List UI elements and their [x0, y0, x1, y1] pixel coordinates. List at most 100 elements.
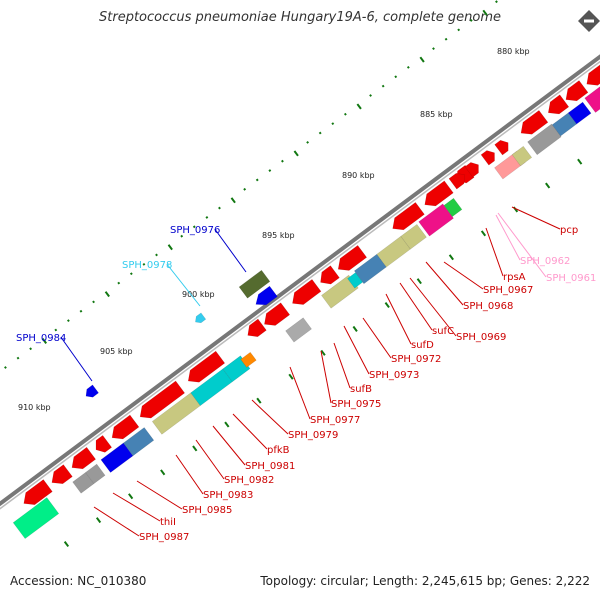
gene-label-layer[interactable]: SPH_0976 SPH_0978 SPH_0984 pcp SPH_0962 SPH_0… [16, 225, 596, 543]
functional-feature[interactable] [240, 351, 257, 368]
functional-feature[interactable] [12, 497, 60, 540]
gene-shape[interactable] [100, 442, 134, 473]
gene-shape[interactable] [244, 318, 267, 341]
cds-gene[interactable] [19, 479, 53, 510]
gene-shape[interactable] [316, 265, 340, 289]
cds-gene[interactable] [448, 170, 469, 190]
functional-feature[interactable] [321, 274, 359, 309]
gene-shape[interactable] [67, 446, 96, 473]
cds-gene[interactable] [480, 148, 498, 166]
functional-feature[interactable] [567, 101, 592, 125]
gene-shape[interactable] [480, 148, 498, 166]
cds-gene[interactable] [288, 279, 322, 309]
functional-feature[interactable] [551, 112, 577, 137]
cds-gene[interactable] [108, 414, 140, 444]
gene-shape[interactable] [19, 479, 53, 510]
gene-shape[interactable] [494, 137, 512, 156]
gene-shape[interactable] [91, 434, 113, 455]
gene-shape[interactable] [420, 180, 454, 211]
gene-shape[interactable] [561, 80, 589, 105]
gene-shape[interactable] [123, 427, 155, 457]
gene-label-sph_0967[interactable]: SPH_0967 [483, 285, 533, 296]
functional-feature[interactable] [418, 203, 454, 237]
gene-label-sph_0981[interactable]: SPH_0981 [245, 461, 295, 472]
gene-label-rpsa[interactable]: rpsA [503, 272, 526, 283]
cds-gene[interactable] [464, 160, 482, 178]
functional-feature[interactable] [511, 145, 533, 167]
gene-shape[interactable] [354, 253, 387, 285]
gene-shape[interactable] [136, 380, 186, 423]
gene-shape[interactable] [288, 279, 322, 309]
cds-gene[interactable] [316, 265, 340, 289]
gene-label-sph_0978[interactable]: SPH_0978 [122, 260, 172, 271]
gene-shape[interactable] [464, 160, 482, 178]
functional-feature[interactable] [347, 272, 364, 289]
zoom-out-icon[interactable] [578, 10, 600, 32]
functional-feature[interactable] [443, 197, 463, 217]
cds-gene[interactable] [494, 137, 512, 156]
gene-shape[interactable] [418, 203, 454, 237]
functional-feature[interactable] [123, 427, 155, 457]
gene-shape[interactable] [388, 201, 425, 234]
cds-gene[interactable] [67, 446, 96, 473]
functional-feature[interactable] [85, 463, 106, 485]
gene-label-sph_0983[interactable]: SPH_0983 [203, 490, 253, 501]
cds-gene[interactable] [136, 380, 186, 423]
gene-shape[interactable] [321, 274, 359, 309]
gene-shape[interactable] [252, 285, 278, 310]
gene-label-sph_0984[interactable]: SPH_0984 [16, 333, 66, 344]
gene-label-sph_0979[interactable]: SPH_0979 [288, 430, 338, 441]
gene-shape[interactable] [193, 312, 207, 325]
gene-label-pfkb[interactable]: pfkB [267, 445, 290, 456]
gene-shape[interactable] [544, 94, 570, 119]
cds-gene[interactable] [334, 244, 368, 275]
functional-feature[interactable] [72, 472, 95, 494]
gene-label-sph_0977[interactable]: SPH_0977 [310, 415, 360, 426]
gene-label-sufb[interactable]: sufB [350, 384, 372, 395]
gene-shape[interactable] [238, 269, 271, 299]
gene-shape[interactable] [443, 197, 463, 217]
gene-shape[interactable] [285, 317, 312, 343]
gene-label-sph_0987[interactable]: SPH_0987 [139, 532, 189, 543]
cds-gene[interactable] [388, 201, 425, 234]
cds-gene[interactable] [244, 318, 267, 341]
gene-label-sph_0973[interactable]: SPH_0973 [369, 370, 419, 381]
cds-gene[interactable] [47, 464, 73, 489]
cds-gene[interactable] [420, 180, 454, 211]
gene-shape[interactable] [72, 472, 95, 494]
gene-shape[interactable] [184, 350, 226, 387]
functional-feature[interactable] [400, 223, 427, 250]
gene-shape[interactable] [347, 272, 364, 289]
gene-shape[interactable] [83, 384, 99, 400]
gene-label-pcp[interactable]: pcp [560, 225, 578, 236]
gene-label-sph_0961[interactable]: SPH_0961 [546, 273, 596, 284]
gene-shape[interactable] [240, 351, 257, 368]
gene-label-sph_0968[interactable]: SPH_0968 [463, 301, 513, 312]
gene-feature-olive[interactable] [238, 269, 271, 299]
gene-shape[interactable] [85, 463, 106, 485]
gene-feature-lightblue[interactable] [193, 312, 207, 325]
gene-label-sufc[interactable]: sufC [432, 326, 454, 337]
functional-feature[interactable] [584, 73, 600, 113]
gene-shape[interactable] [527, 123, 562, 156]
gene-shape[interactable] [567, 101, 592, 125]
gene-label-sph_0969[interactable]: SPH_0969 [456, 332, 506, 343]
gene-feature-grey[interactable] [285, 317, 312, 343]
gene-label-thii[interactable]: thiI [160, 517, 176, 528]
gene-shape[interactable] [582, 59, 600, 90]
functional-feature[interactable] [527, 123, 562, 156]
gene-label-sph_0972[interactable]: SPH_0972 [391, 354, 441, 365]
gene-shape[interactable] [584, 73, 600, 113]
functional-feature[interactable] [100, 442, 134, 473]
gene-shape[interactable] [400, 223, 427, 250]
gene-shape[interactable] [260, 302, 291, 331]
gene-feature-blue[interactable] [252, 285, 278, 310]
gene-feature-blue[interactable] [83, 384, 99, 400]
gene-shape[interactable] [517, 109, 549, 139]
cds-gene[interactable] [91, 434, 113, 455]
gene-label-sufd[interactable]: sufD [411, 340, 434, 351]
cds-gene[interactable] [260, 302, 291, 331]
gene-shape[interactable] [551, 112, 577, 137]
cds-gene[interactable] [517, 109, 549, 139]
